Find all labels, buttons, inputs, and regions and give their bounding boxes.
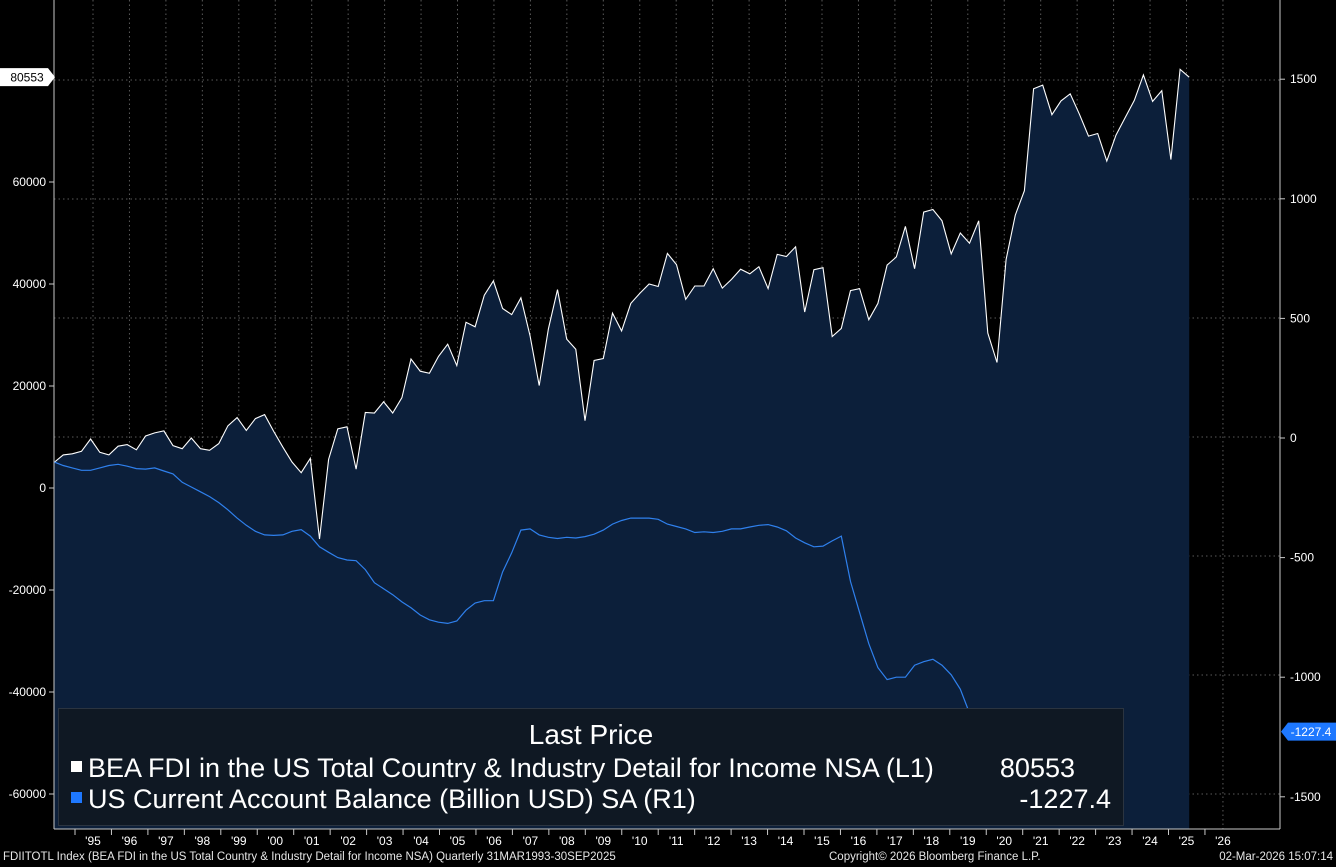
legend-label-fdi: BEA FDI in the US Total Country & Indust… [88,753,934,783]
x-tick-label: '11 [669,834,684,848]
legend-label-current-account: US Current Account Balance (Billion USD)… [88,784,696,814]
series-lines [53,68,1190,762]
x-tick-label: '12 [705,834,721,848]
axes: 60000 40000 20000 0 -20000 -40000 -60000 1500 10… [9,0,1321,848]
x-tick-label: '03 [377,834,393,848]
x-tick-label: '06 [486,834,502,848]
right-tick-label: -1500 [1290,790,1321,804]
right-last-value-tag: -1227.4 [1291,725,1332,739]
legend-swatch-white [71,761,82,773]
legend-title: Last Price [528,719,654,750]
x-tick-label: '16 [851,834,867,848]
footer-source: FDIITOTL Index (BEA FDI in the US Total … [3,851,616,863]
right-tick-label: -500 [1290,551,1314,565]
left-tick-label: 0 [39,481,46,495]
x-tick-label: '04 [413,834,429,848]
legend-value-current-account: -1227.4 [1019,784,1111,814]
left-tick-label: 20000 [13,379,47,393]
legend-entry-current-account: US Current Account Balance (Billion USD)… [71,784,1111,815]
fdi-area [54,69,1190,830]
x-tick-label: '15 [814,834,830,848]
legend-value-fdi: 80553 [999,753,1075,783]
x-tick-label: '17 [887,834,903,848]
x-tick-label: '21 [1033,834,1049,848]
x-tick-label: '97 [158,834,174,848]
x-tick-label: '22 [1069,834,1085,848]
x-tick-label: '08 [559,834,575,848]
x-tick-label: '10 [632,834,648,848]
x-tick-label: '13 [741,834,757,848]
x-tick-label: '14 [778,834,794,848]
right-tick-label: 1500 [1290,72,1317,86]
x-tick-label: '09 [595,834,611,848]
left-tick-label: 60000 [13,175,47,189]
right-tick-label: 500 [1290,311,1310,325]
series-line-fdi [53,68,1190,540]
fdi-area-fill [54,69,1190,830]
x-tick-label: '23 [1106,834,1122,848]
x-tick-label: '18 [924,834,940,848]
x-tick-label: '02 [340,834,356,848]
left-last-value-tag-bg [0,68,55,87]
x-tick-label: '26 [1215,834,1231,848]
x-tick-label: '99 [231,834,247,848]
x-tick-label: '25 [1179,834,1195,848]
left-tick-label: -60000 [9,787,47,801]
x-tick-label: '98 [195,834,211,848]
x-tick-label: '96 [122,834,138,848]
series-line-current-account [53,461,1007,762]
x-tick-label: '01 [304,834,320,848]
footer-timestamp: 02-Mar-2026 15:07:14 [1219,851,1333,863]
right-last-value-tag-bg [1281,722,1336,741]
x-tick-label: '07 [523,834,539,848]
x-tick-label: '19 [960,834,976,848]
x-tick-label: '24 [1142,834,1158,848]
footer-copyright: Copyright© 2026 Bloomberg Finance L.P. [829,851,1041,863]
x-tick-label: '20 [996,834,1012,848]
left-tick-label: -20000 [9,583,47,597]
right-tick-label: -1000 [1290,670,1321,684]
x-tick-label: '05 [450,834,466,848]
legend-swatch-blue [71,792,82,804]
footer-bar: FDIITOTL Index (BEA FDI in the US Total … [0,850,1336,867]
last-value-tags: 80553 -1227.4 [0,68,1336,741]
left-last-value-tag: 80553 [10,71,44,85]
legend-entry-fdi: BEA FDI in the US Total Country & Indust… [71,753,1111,784]
x-tick-label: '95 [85,834,101,848]
x-tick-label: '00 [267,834,283,848]
right-tick-label: 0 [1290,431,1297,445]
left-tick-label: -40000 [9,685,47,699]
right-tick-label: 1000 [1290,192,1317,206]
legend-box: Last Price BEA FDI in the US Total Count… [58,708,1124,826]
left-tick-label: 40000 [13,277,47,291]
